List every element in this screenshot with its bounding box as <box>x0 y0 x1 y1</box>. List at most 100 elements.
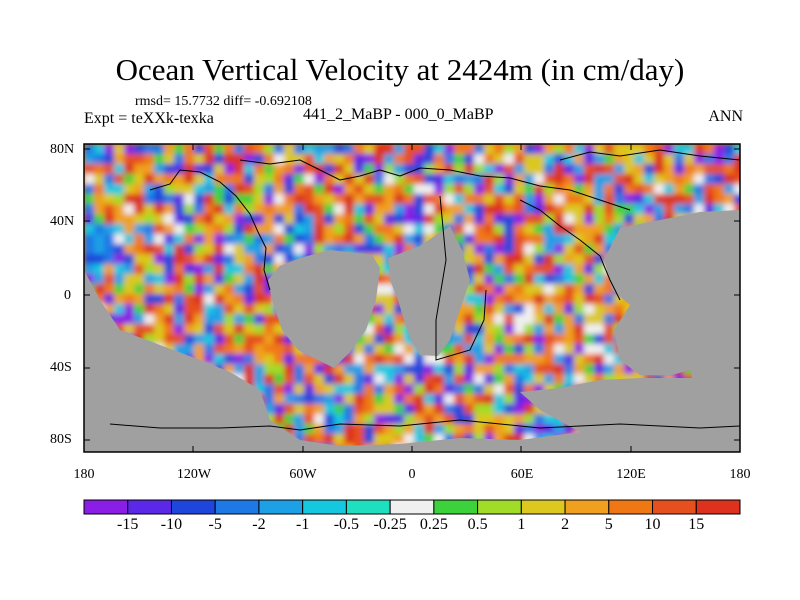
field-cell <box>614 364 625 375</box>
field-cell <box>154 314 165 325</box>
field-cell <box>494 194 505 205</box>
field-cell <box>194 234 205 245</box>
colorbar-swatch <box>83 499 129 515</box>
field-cell <box>364 174 375 185</box>
field-cell <box>304 164 315 175</box>
field-cell <box>374 174 385 185</box>
field-cell <box>464 324 475 335</box>
ytick-40s: 40S <box>50 360 72 375</box>
field-cell <box>134 314 145 325</box>
field-cell <box>544 264 555 275</box>
field-cell <box>204 264 215 275</box>
field-cell <box>314 384 325 395</box>
field-cell <box>434 414 445 425</box>
field-cell <box>494 384 505 395</box>
field-cell <box>464 374 475 385</box>
field-cell <box>544 414 555 425</box>
colorbar-swatch <box>564 499 610 515</box>
field-cell <box>184 224 195 235</box>
field-cell <box>104 164 115 175</box>
field-cell <box>514 414 525 425</box>
field-cell <box>254 194 265 205</box>
field-cell <box>534 274 545 285</box>
field-cell <box>504 164 515 175</box>
field-cell <box>384 164 395 175</box>
field-cell <box>624 194 635 205</box>
field-cell <box>154 144 165 155</box>
field-cell <box>224 334 235 345</box>
field-cell <box>564 334 575 345</box>
field-cell <box>584 324 595 335</box>
field-cell <box>394 414 405 425</box>
field-cell <box>604 144 615 155</box>
field-cell <box>214 264 225 275</box>
field-cell <box>584 374 595 385</box>
field-cell <box>454 234 465 245</box>
field-cell <box>604 204 615 215</box>
field-cell <box>634 184 645 195</box>
field-cell <box>234 234 245 245</box>
field-cell <box>184 164 195 175</box>
field-cell <box>724 164 735 175</box>
field-cell <box>284 194 295 205</box>
field-cell <box>404 434 415 445</box>
field-cell <box>234 274 245 285</box>
field-cell <box>184 334 195 345</box>
field-cell <box>374 354 385 365</box>
field-cell <box>384 174 395 185</box>
field-cell <box>504 204 515 215</box>
field-cell <box>244 334 255 345</box>
field-cell <box>334 424 345 435</box>
field-cell <box>174 144 185 155</box>
field-cell <box>714 154 725 165</box>
field-cell <box>494 164 505 175</box>
field-cell <box>334 204 345 215</box>
field-cell <box>314 194 325 205</box>
field-cell <box>224 154 235 165</box>
field-cell <box>494 404 505 415</box>
field-cell <box>454 414 465 425</box>
field-cell <box>594 184 605 195</box>
field-cell <box>494 364 505 375</box>
ytick-80n: 80N <box>50 142 75 157</box>
field-cell <box>254 224 265 235</box>
field-cell <box>504 214 515 225</box>
field-cell <box>554 174 565 185</box>
field-cell <box>474 254 485 265</box>
field-cell <box>84 224 95 235</box>
field-cell <box>314 434 325 445</box>
season-label: ANN <box>708 108 743 125</box>
field-cell <box>374 384 385 395</box>
field-cell <box>544 204 555 215</box>
field-cell <box>114 294 125 305</box>
field-cell <box>274 224 285 235</box>
field-cell <box>594 204 605 215</box>
field-cell <box>394 224 405 235</box>
field-cell <box>524 354 535 365</box>
field-cell <box>534 354 545 365</box>
field-cell <box>594 264 605 275</box>
field-cell <box>334 404 345 415</box>
field-cell <box>144 334 155 345</box>
field-cell <box>714 204 725 215</box>
field-cell <box>294 234 305 245</box>
field-cell <box>564 344 575 355</box>
field-cell <box>384 224 395 235</box>
field-cell <box>564 254 575 265</box>
field-cell <box>344 224 355 235</box>
field-cell <box>534 364 545 375</box>
field-cell <box>544 304 555 315</box>
field-cell <box>724 144 735 155</box>
field-cell <box>444 174 455 185</box>
field-cell <box>414 204 425 215</box>
field-cell <box>424 394 435 405</box>
field-cell <box>534 174 545 185</box>
field-cell <box>374 314 385 325</box>
field-cell <box>434 224 445 235</box>
field-cell <box>174 294 185 305</box>
field-cell <box>674 204 685 215</box>
field-cell <box>474 204 485 215</box>
field-cell <box>144 284 155 295</box>
field-cell <box>404 414 415 425</box>
field-cell <box>574 244 585 255</box>
